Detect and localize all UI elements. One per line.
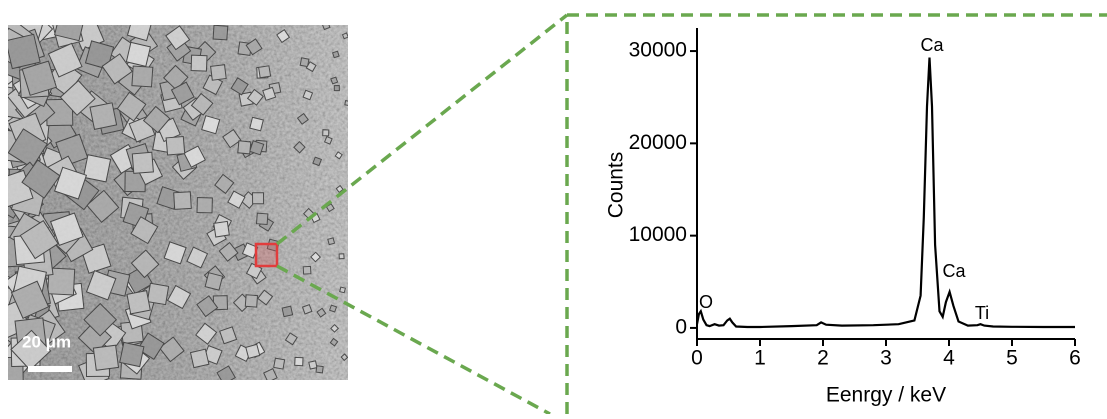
peak-label: Ca: [920, 35, 944, 55]
crystal: [316, 366, 323, 373]
crystal: [127, 291, 150, 314]
crystal: [303, 266, 311, 274]
crystal: [253, 193, 264, 204]
crystal: [331, 77, 338, 84]
crystal: [345, 101, 350, 106]
crystal: [126, 42, 150, 66]
crystal: [93, 345, 118, 370]
crystal: [246, 344, 260, 358]
peak-label: Ti: [975, 303, 989, 323]
y-tick-label: 10000: [629, 223, 687, 246]
crystal: [83, 155, 110, 182]
crystal: [333, 51, 340, 58]
scale-bar: [28, 366, 72, 372]
selection-box: [256, 244, 277, 266]
crystal: [6, 34, 40, 68]
scale-bar-label: 20 μm: [22, 332, 71, 351]
crystal: [295, 357, 303, 365]
figure: 20 μm Counts Eenrgy / keV 0 10000 20000 300…: [0, 0, 1107, 414]
x-tick-label: 0: [691, 347, 703, 370]
crystal: [174, 192, 192, 210]
crystal: [132, 152, 153, 173]
crystal: [323, 130, 329, 136]
crystal: [147, 283, 168, 304]
crystal: [339, 254, 344, 259]
x-tick-label: 3: [880, 347, 892, 370]
x-tick-label: 1: [754, 347, 766, 370]
crystal: [309, 361, 317, 369]
peak-label: O: [699, 292, 713, 312]
crystal: [214, 221, 230, 237]
crystal: [274, 358, 285, 369]
crystal: [328, 238, 335, 245]
crystal: [250, 117, 263, 131]
crystal: [191, 349, 209, 367]
y-axis-label: Counts: [605, 152, 628, 219]
y-tick-label: 20000: [629, 131, 687, 154]
x-axis-label: Eenrgy / keV: [826, 384, 946, 407]
crystal: [340, 287, 346, 293]
y-tick-label: 30000: [629, 39, 687, 62]
crystal: [120, 342, 144, 366]
crystal: [55, 11, 85, 41]
crystal: [166, 137, 185, 156]
x-tick-label: 5: [1006, 347, 1018, 370]
x-tick-label: 2: [817, 347, 829, 370]
crystal: [211, 65, 227, 81]
peak-label: Ca: [942, 261, 966, 281]
crystal: [213, 25, 228, 40]
crystal: [257, 213, 268, 224]
crystal: [238, 141, 251, 154]
x-tick-label: 4: [943, 347, 955, 370]
spectrum-chart: Counts Eenrgy / keV 0 10000 20000 30000 0 1 2 3…: [605, 28, 1081, 407]
crystal: [282, 306, 293, 317]
crystal: [197, 198, 212, 213]
x-tick-label: 6: [1069, 347, 1081, 370]
crystal: [259, 66, 271, 78]
crystal: [245, 295, 257, 307]
crystal: [191, 55, 207, 71]
spectrum-line: [697, 58, 1075, 328]
crystal: [334, 86, 339, 91]
crystal: [90, 103, 117, 130]
crystal: [205, 273, 223, 290]
y-tick-label: 0: [675, 315, 687, 338]
sem-image: [0, 10, 350, 388]
crystal: [132, 66, 153, 87]
crystal: [330, 305, 337, 312]
